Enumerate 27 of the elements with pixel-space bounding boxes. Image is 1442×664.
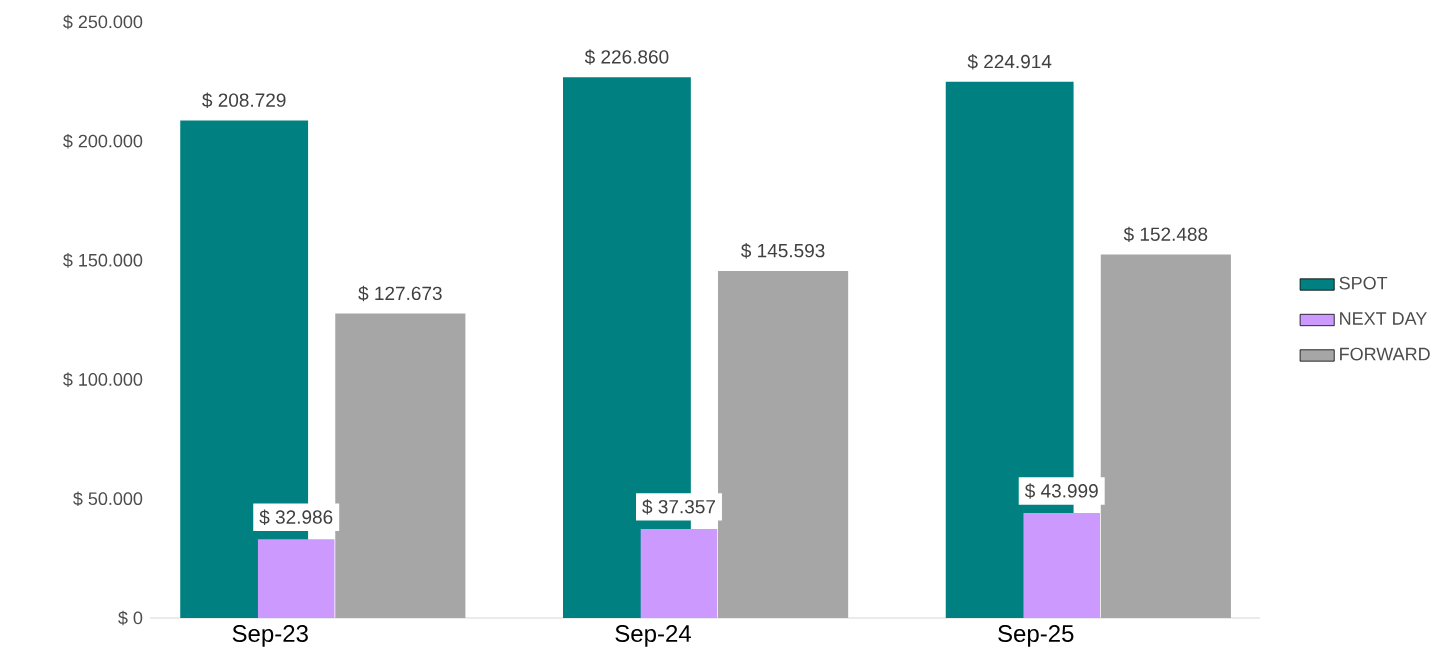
data-label: $ 226.860 — [584, 49, 669, 65]
legend-label: FORWARD — [1340, 347, 1430, 361]
bar — [1023, 513, 1100, 618]
data-label: $ 152.488 — [1123, 226, 1208, 243]
y-tick-label: $ 250.000 — [63, 14, 143, 30]
legend-label: SPOT — [1339, 276, 1388, 290]
y-tick-label: $ 150.000 — [63, 253, 143, 268]
bar — [718, 270, 849, 618]
x-tick-label: Sep-25 — [998, 625, 1074, 647]
x-tick-label: Sep-24 — [615, 625, 691, 647]
y-tick-label: $ 200.000 — [63, 133, 143, 149]
y-tick-label: $ 50.000 — [73, 491, 143, 507]
data-label: $ 37.357 — [642, 499, 715, 515]
bar — [1100, 254, 1231, 618]
legend-label: NEXT DAY — [1340, 312, 1427, 325]
data-label: $ 208.729 — [202, 92, 286, 108]
data-label: $ 224.914 — [967, 54, 1052, 70]
x-tick-label: Sep-23 — [232, 625, 308, 647]
y-tick-label: $ 0 — [118, 610, 143, 626]
data-label: $ 145.593 — [741, 243, 825, 259]
data-label: $ 43.999 — [1024, 483, 1098, 499]
bar — [257, 539, 335, 618]
y-tick-label: $ 100.000 — [63, 372, 143, 387]
data-label: $ 127.673 — [358, 285, 442, 302]
data-label: $ 32.986 — [259, 509, 333, 525]
bar — [335, 313, 466, 618]
bar — [640, 528, 718, 618]
